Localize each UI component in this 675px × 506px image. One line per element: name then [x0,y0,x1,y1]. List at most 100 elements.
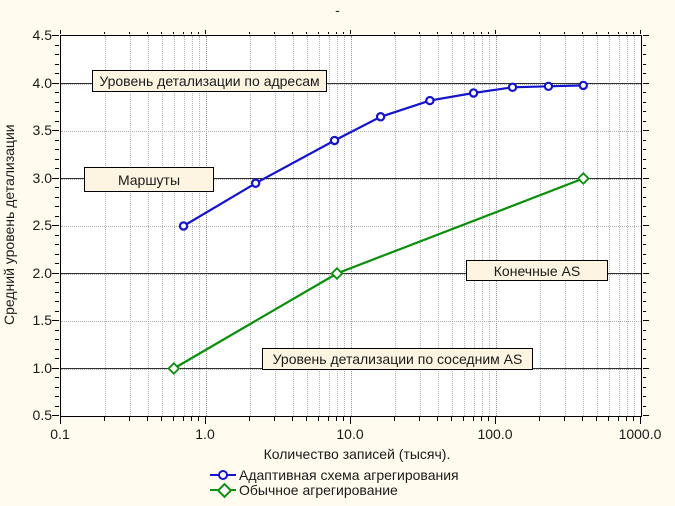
axis-tick [52,35,59,36]
axis-tick [306,32,308,34]
axis-tick [55,54,59,55]
axis-tick [643,415,649,416]
reference-line [61,272,641,274]
y-tick-label: 0.5 [32,407,52,423]
axis-tick [633,417,635,421]
series-layer [167,80,590,375]
axis-tick [55,63,59,65]
annotation-box: Уровень детализации по соседним AS [262,348,533,370]
gridline-horizontal [61,321,641,322]
axis-tick [182,32,184,34]
axis-tick [640,417,641,424]
axis-tick [55,272,59,274]
axis-tick [643,101,646,103]
axis-tick [480,32,482,34]
axis-tick [607,32,609,34]
axis-tick [643,272,646,274]
circle-data-point-marker [375,112,386,122]
axis-tick [582,417,584,421]
axis-tick [55,396,59,397]
axis-tick [643,348,646,350]
axis-tick [596,417,598,421]
axis-tick [643,63,646,65]
axis-tick [643,158,646,160]
axis-tick [564,417,566,421]
axis-tick [55,187,59,188]
axis-tick [625,32,627,34]
diamond-data-point-marker [576,172,590,185]
axis-tick [327,417,329,421]
axis-tick [317,32,319,34]
axis-tick [472,32,474,34]
axis-tick [643,149,646,150]
axis-tick [564,32,566,34]
legend: Адаптивная схема агрегирования Обычное а… [210,467,459,499]
x-tick-label: 1000.0 [618,426,662,442]
annotation-box: Маршуты [84,167,214,192]
y-tick-label: 2.0 [32,264,52,281]
axis-tick [643,367,649,369]
axis-tick [190,417,192,421]
legend-line-adaptive-icon [210,469,236,480]
axis-tick [643,168,646,169]
axis-tick [643,253,646,255]
axis-tick [643,177,649,179]
y-tick-label: 1.0 [32,359,52,376]
axis-tick [643,120,646,122]
axis-tick [335,417,337,421]
axis-tick [495,30,496,34]
axis-tick [190,32,192,34]
x-tick-label: 100.0 [477,426,513,442]
axis-tick [172,417,174,421]
gridline-horizontal [61,226,641,227]
axis-tick [617,32,619,34]
y-tick-label: 4.0 [32,74,52,91]
y-tick-label: 2.5 [32,217,52,233]
axis-tick [625,417,627,421]
x-tick-label: 0.1 [50,426,70,442]
axis-tick [643,187,646,188]
gridline-horizontal [61,273,641,275]
axis-tick [55,177,59,179]
axis-tick [55,196,59,198]
axis-tick [419,32,421,34]
circle-marker-icon [218,469,228,480]
axis-tick [129,32,131,34]
axis-tick [495,417,496,424]
axis-tick [643,329,646,331]
y-tick-label: 3.0 [32,169,52,186]
axis-tick [335,32,337,34]
axis-tick [640,30,641,34]
axis-tick [643,225,646,226]
axis-tick [643,320,649,321]
reference-line [61,82,641,84]
axis-tick [55,149,59,150]
axis-tick [643,225,649,226]
diamond-data-point-marker [167,362,181,375]
axis-tick [172,32,174,34]
circle-data-point-marker [250,178,261,188]
axis-tick [161,417,163,421]
axis-tick [488,32,490,34]
diamond-marker-icon [216,482,233,499]
axis-tick [55,111,59,112]
axis-tick [306,417,308,421]
axis-tick [419,417,421,421]
axis-tick [643,73,646,74]
axis-tick [55,120,59,122]
axis-tick [393,417,395,421]
axis-tick [643,35,649,36]
series-line-0 [182,84,584,227]
axis-tick [55,92,59,93]
axis-tick [129,417,131,421]
legend-item-adaptive: Адаптивная схема агрегирования [210,467,459,483]
axis-tick [643,396,646,397]
axis-tick [643,234,646,236]
axis-tick [643,111,646,112]
x-tick-label: 10.0 [336,426,364,442]
axis-tick [480,417,482,421]
axis-tick [103,32,105,34]
axis-tick [643,291,646,293]
axis-tick [205,30,206,34]
axis-tick [643,310,646,312]
